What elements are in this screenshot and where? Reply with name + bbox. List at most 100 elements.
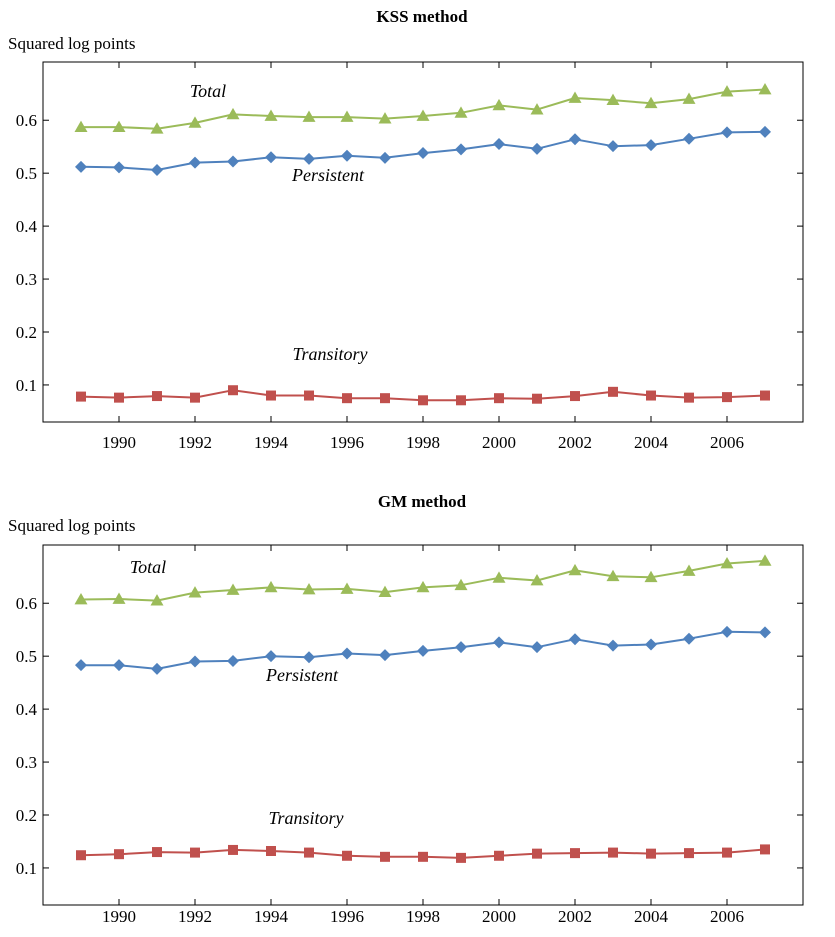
series-label-total: Total [130, 557, 166, 577]
y-tick-label: 0.3 [16, 753, 37, 772]
data-point-total [378, 585, 392, 597]
data-point-persistent [75, 659, 87, 672]
data-point-transitory [418, 851, 428, 862]
data-point-persistent [113, 161, 125, 174]
data-point-persistent [341, 149, 353, 162]
data-point-total [682, 92, 696, 104]
data-point-transitory [494, 393, 504, 404]
data-point-transitory [760, 844, 770, 855]
data-point-total [302, 582, 316, 595]
y-tick-label: 0.6 [16, 111, 37, 130]
series-persistent [75, 125, 771, 176]
data-point-persistent [379, 649, 391, 662]
data-point-transitory [456, 395, 466, 406]
data-point-persistent [265, 151, 277, 164]
data-point-total [226, 583, 240, 595]
data-point-persistent [569, 133, 581, 146]
data-point-total [530, 103, 544, 115]
series-label-persistent: Persistent [291, 165, 365, 185]
data-point-persistent [151, 164, 163, 176]
y-tick-label: 0.5 [16, 647, 37, 666]
data-point-transitory [304, 390, 314, 401]
data-point-persistent [721, 625, 733, 638]
data-point-total [188, 116, 202, 128]
data-point-transitory [722, 392, 732, 403]
data-point-total [568, 563, 582, 576]
x-tick-label: 2002 [558, 907, 592, 926]
data-point-persistent [265, 650, 277, 663]
data-point-persistent [759, 125, 771, 138]
data-point-total [606, 93, 620, 105]
x-tick-label: 1998 [406, 433, 440, 452]
x-tick-label: 1994 [254, 433, 289, 452]
data-point-transitory [684, 848, 694, 859]
data-point-transitory [570, 848, 580, 859]
data-point-total [264, 109, 278, 121]
y-tick-label: 0.4 [16, 217, 38, 236]
data-point-total [606, 569, 620, 582]
y-axis-label: Squared log points [8, 34, 136, 53]
x-tick-label: 1990 [102, 433, 136, 452]
x-tick-label: 2004 [634, 907, 669, 926]
data-point-persistent [493, 636, 505, 649]
data-point-transitory [532, 848, 542, 859]
data-point-transitory [760, 390, 770, 401]
data-point-transitory [608, 847, 618, 858]
data-point-transitory [418, 395, 428, 406]
y-tick-label: 0.4 [16, 700, 38, 719]
data-point-total [644, 96, 658, 109]
data-point-total [378, 112, 392, 124]
data-point-total [74, 593, 88, 605]
y-tick-label: 0.5 [16, 164, 37, 183]
data-point-total [340, 110, 354, 122]
data-point-total [188, 586, 202, 598]
data-point-transitory [380, 393, 390, 404]
data-point-persistent [75, 160, 87, 173]
series-label-persistent: Persistent [265, 665, 339, 685]
y-tick-label: 0.1 [16, 376, 37, 395]
data-point-transitory [152, 391, 162, 402]
x-tick-label: 2006 [710, 433, 744, 452]
data-point-total [264, 580, 278, 593]
data-point-total [758, 554, 772, 566]
data-point-transitory [190, 392, 200, 403]
data-point-transitory [684, 392, 694, 403]
x-tick-label: 1990 [102, 907, 136, 926]
data-point-transitory [342, 393, 352, 404]
chart-title: KSS method [376, 7, 468, 26]
y-tick-label: 0.3 [16, 270, 37, 289]
x-tick-label: 1998 [406, 907, 440, 926]
data-point-persistent [569, 633, 581, 646]
data-point-total [720, 85, 734, 97]
y-tick-label: 0.1 [16, 859, 37, 878]
series-persistent [75, 625, 771, 675]
data-point-persistent [455, 143, 467, 156]
data-point-transitory [570, 391, 580, 402]
data-point-persistent [493, 138, 505, 151]
data-point-total [150, 122, 164, 134]
series-transitory [76, 844, 770, 863]
data-point-total [682, 564, 696, 576]
data-point-persistent [113, 659, 125, 672]
data-point-transitory [722, 847, 732, 858]
x-tick-label: 2004 [634, 433, 669, 452]
data-point-transitory [494, 850, 504, 861]
data-point-total [492, 98, 506, 111]
data-point-persistent [151, 662, 163, 675]
chart-title: GM method [378, 492, 467, 511]
data-point-persistent [379, 151, 391, 164]
data-point-persistent [303, 152, 315, 165]
data-point-total [416, 109, 430, 121]
data-point-transitory [266, 390, 276, 401]
data-point-persistent [303, 651, 315, 664]
data-point-total [568, 91, 582, 103]
data-point-total [112, 592, 126, 604]
data-point-transitory [76, 391, 86, 402]
data-point-persistent [721, 126, 733, 139]
data-point-total [644, 570, 658, 583]
data-point-transitory [228, 385, 238, 396]
data-point-persistent [607, 140, 619, 153]
data-point-total [340, 582, 354, 594]
